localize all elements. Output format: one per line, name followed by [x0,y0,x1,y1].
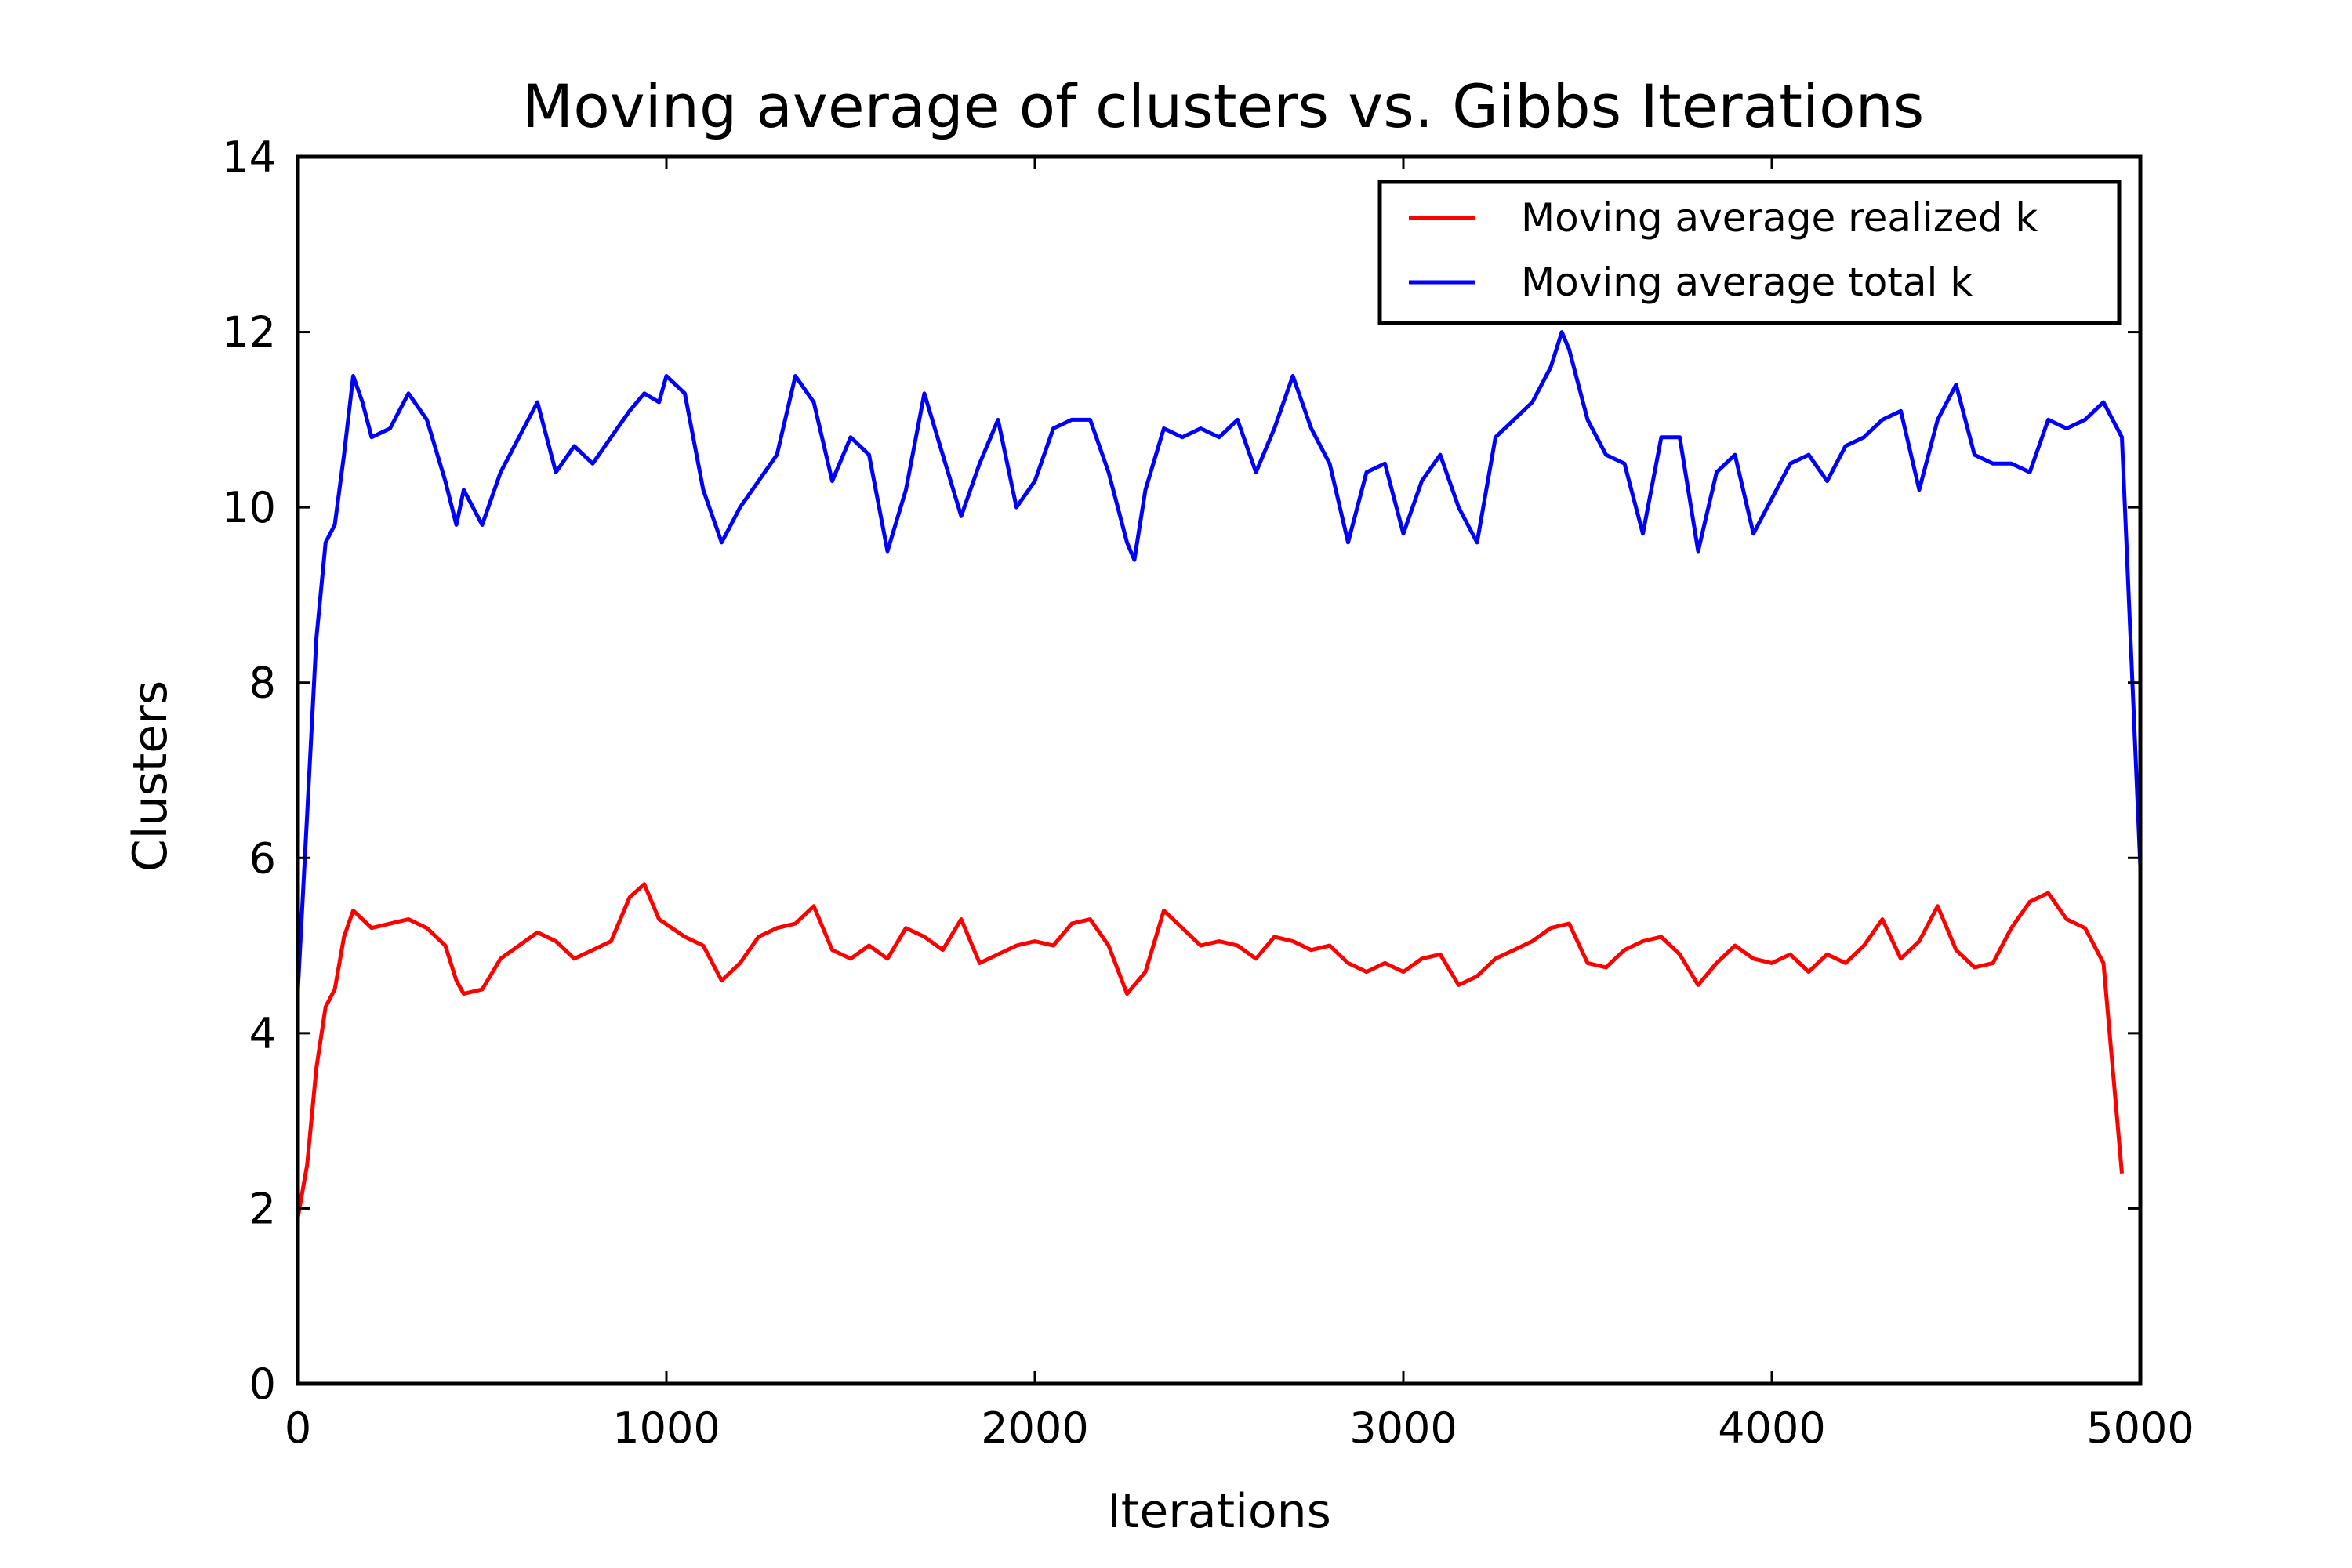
y-tick-label-3: 6 [249,833,276,883]
chart-title: Moving average of clusters vs. Gibbs Ite… [522,71,1925,141]
y-tick-label-7: 14 [222,132,276,182]
x-tick-label-1: 1000 [612,1403,720,1453]
series-line-1 [296,330,2143,990]
y-tick-label-0: 0 [249,1359,276,1409]
y-tick-label-2: 4 [249,1009,276,1058]
y-tick-label-6: 12 [222,308,276,358]
y-axis-label: Clusters [123,681,178,872]
plot-frame [296,154,2143,1386]
x-tick-label-4: 4000 [1718,1403,1825,1453]
x-tick-label-0: 0 [285,1403,311,1453]
y-tick-label-4: 8 [249,659,276,708]
y-tick-label-5: 10 [222,483,276,532]
x-tick-label-3: 3000 [1349,1403,1457,1453]
series-line-0 [296,882,2124,1218]
plot-lines [296,330,2143,1218]
y-tick-label-1: 2 [249,1184,276,1233]
x-tick-label-2: 2000 [981,1403,1088,1453]
x-tick-label-5: 5000 [2086,1403,2194,1453]
legend-box [1377,180,2122,325]
legend-label-realized-k: Moving average realized k [1521,195,2038,241]
legend: Moving average realized k Moving average… [1377,180,2122,325]
x-axis-label: Iterations [1107,1484,1331,1539]
axis-ticks: 0 1000 2000 3000 4000 5000 0 2 4 6 8 10 12 14 [222,132,2194,1453]
legend-label-total-k: Moving average total k [1521,260,1973,305]
